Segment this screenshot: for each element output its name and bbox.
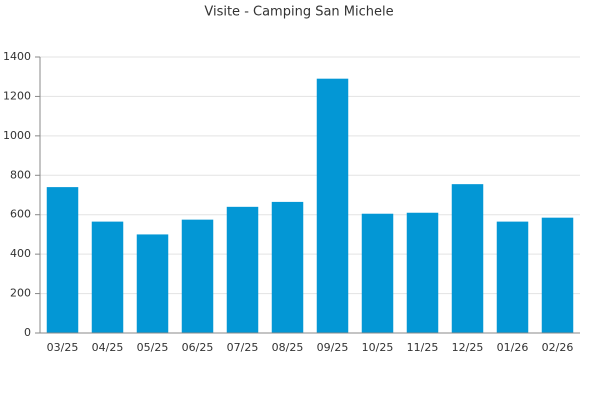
bar (136, 234, 169, 333)
y-tick-label: 1400 (3, 50, 31, 63)
bar (271, 201, 304, 333)
x-tick-label: 04/25 (92, 341, 124, 354)
bar (541, 217, 574, 333)
x-tick-label: 01/26 (497, 341, 529, 354)
y-tick-label: 600 (10, 208, 31, 221)
y-tick-label: 1000 (3, 129, 31, 142)
x-tick-label: 11/25 (407, 341, 439, 354)
x-tick-label: 05/25 (137, 341, 169, 354)
x-tick-label: 07/25 (227, 341, 259, 354)
bar (451, 184, 484, 333)
y-tick-label: 0 (24, 326, 31, 339)
x-tick-label: 03/25 (47, 341, 79, 354)
y-tick-label: 200 (10, 287, 31, 300)
x-tick-label: 09/25 (317, 341, 349, 354)
bar (496, 221, 529, 333)
chart-title: Visite - Camping San Michele (204, 5, 393, 20)
bar (181, 219, 214, 333)
y-tick-label: 400 (10, 247, 31, 260)
x-tick-label: 06/25 (182, 341, 214, 354)
bar (91, 221, 124, 333)
y-tick-label: 1200 (3, 89, 31, 102)
bar (226, 206, 259, 333)
x-tick-label: 08/25 (272, 341, 304, 354)
x-tick-label: 02/26 (542, 341, 574, 354)
bar (406, 212, 439, 333)
y-tick-label: 800 (10, 168, 31, 181)
bar (316, 78, 349, 333)
bar (361, 213, 394, 333)
x-tick-label: 12/25 (452, 341, 484, 354)
x-tick-label: 10/25 (362, 341, 394, 354)
bar (46, 187, 79, 333)
